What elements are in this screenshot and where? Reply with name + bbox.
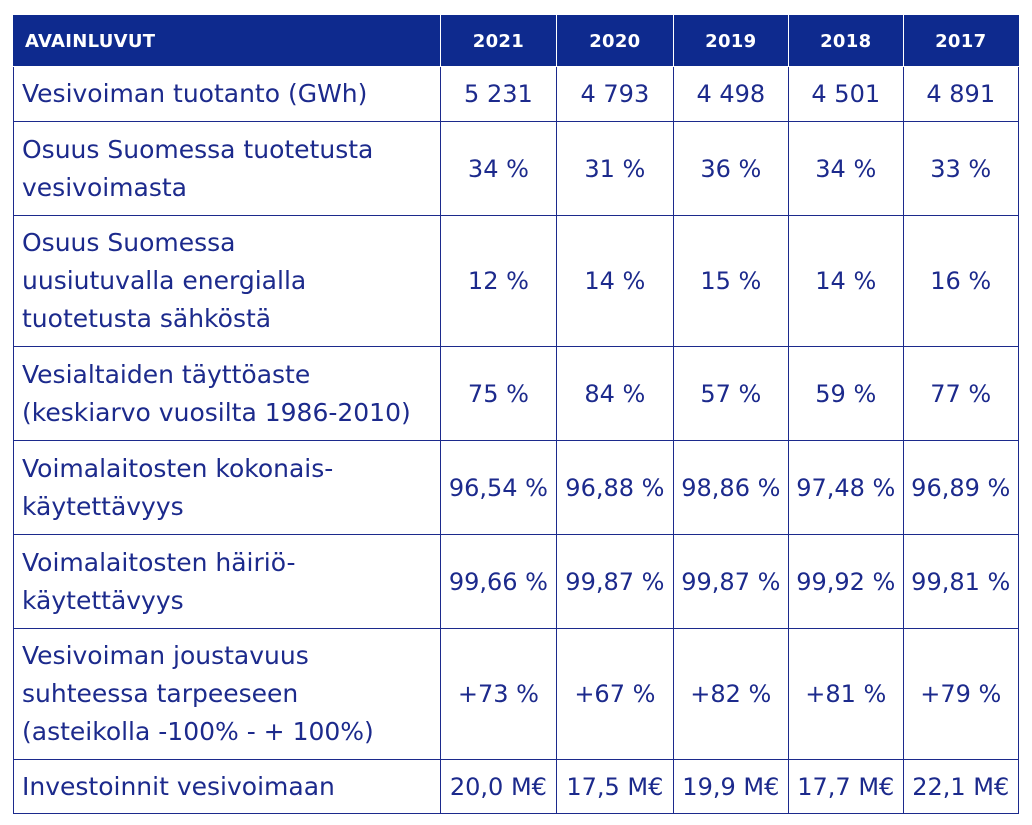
row-label-line: Vesivoiman tuotanto (GWh) bbox=[22, 79, 368, 108]
cell-value: +73 % bbox=[439, 628, 558, 760]
table-row: Vesialtaiden täyttöaste (keskiarvo vuosi… bbox=[13, 346, 1019, 441]
header-year: 2017 bbox=[902, 15, 1019, 67]
cell-value: 17,5 M€ bbox=[556, 759, 674, 814]
row-label-line: suhteessa tarpeeseen bbox=[22, 679, 299, 708]
cell-value: 22,1 M€ bbox=[902, 759, 1019, 814]
header-year: 2021 bbox=[439, 15, 558, 67]
row-label: Vesialtaiden täyttöaste (keskiarvo vuosi… bbox=[13, 346, 441, 441]
cell-value: 36 % bbox=[672, 121, 790, 216]
cell-value: 31 % bbox=[556, 121, 674, 216]
table-row: Osuus Suomessa uusiutuvalla energialla t… bbox=[13, 215, 1019, 347]
cell-value: 14 % bbox=[556, 215, 674, 347]
cell-value: 98,86 % bbox=[672, 440, 790, 535]
cell-value: 99,87 % bbox=[556, 534, 674, 629]
cell-value: 97,48 % bbox=[788, 440, 904, 535]
cell-value: 84 % bbox=[556, 346, 674, 441]
cell-value: 34 % bbox=[788, 121, 904, 216]
cell-value: 12 % bbox=[439, 215, 558, 347]
cell-value: +82 % bbox=[672, 628, 790, 760]
cell-value: 4 501 bbox=[788, 66, 904, 122]
row-label-line: käytettävyys bbox=[22, 491, 184, 521]
cell-value: 4 498 bbox=[672, 66, 790, 122]
key-figures-table: AVAINLUVUT 2021 2020 2019 2018 2017 Vesi… bbox=[13, 15, 1019, 814]
cell-value: 99,92 % bbox=[788, 534, 904, 629]
cell-value: 99,81 % bbox=[902, 534, 1019, 629]
row-label: Voimalaitosten kokonais- käytettävyys bbox=[13, 440, 441, 535]
row-label: Osuus Suomessa tuotetusta vesivoimasta bbox=[13, 121, 441, 216]
cell-value: 77 % bbox=[902, 346, 1019, 441]
cell-value: 5 231 bbox=[439, 66, 558, 122]
row-label-line: (asteikolla -100% - + 100%) bbox=[22, 717, 374, 746]
cell-value: 99,66 % bbox=[439, 534, 558, 629]
row-label-line: käytettävyys bbox=[22, 585, 184, 615]
row-label-line: Osuus Suomessa tuotetusta bbox=[22, 134, 374, 164]
cell-value: 34 % bbox=[439, 121, 558, 216]
row-label: Investoinnit vesivoimaan bbox=[13, 759, 441, 814]
cell-value: +79 % bbox=[902, 628, 1019, 760]
cell-value: 20,0 M€ bbox=[439, 759, 558, 814]
header-label: AVAINLUVUT bbox=[13, 15, 441, 67]
cell-value: 33 % bbox=[902, 121, 1019, 216]
cell-value: 99,87 % bbox=[672, 534, 790, 629]
row-label-line: Investoinnit vesivoimaan bbox=[22, 771, 335, 801]
row-label: Osuus Suomessa uusiutuvalla energialla t… bbox=[13, 215, 441, 347]
cell-value: 96,88 % bbox=[556, 440, 674, 535]
table-row: Voimalaitosten kokonais- käytettävyys 96… bbox=[13, 440, 1019, 535]
row-label-line: Voimalaitosten häiriö- bbox=[22, 547, 296, 577]
row-label-line: Osuus Suomessa bbox=[22, 228, 236, 257]
row-label-line: Vesialtaiden täyttöaste bbox=[22, 359, 311, 389]
row-label-line: Vesivoiman joustavuus bbox=[22, 641, 309, 670]
cell-value: +81 % bbox=[788, 628, 904, 760]
table-row: Vesivoiman joustavuus suhteessa tarpeese… bbox=[13, 628, 1019, 760]
cell-value: 16 % bbox=[902, 215, 1019, 347]
row-label-line: Voimalaitosten kokonais- bbox=[22, 453, 334, 483]
row-label: Vesivoiman tuotanto (GWh) bbox=[13, 66, 441, 122]
row-label: Vesivoiman joustavuus suhteessa tarpeese… bbox=[13, 628, 441, 760]
cell-value: 75 % bbox=[439, 346, 558, 441]
cell-value: +67 % bbox=[556, 628, 674, 760]
cell-value: 57 % bbox=[672, 346, 790, 441]
cell-value: 4 891 bbox=[902, 66, 1019, 122]
table-row: Vesivoiman tuotanto (GWh) 5 231 4 793 4 … bbox=[13, 66, 1019, 122]
table-row: Voimalaitosten häiriö- käytettävyys 99,6… bbox=[13, 534, 1019, 629]
cell-value: 19,9 M€ bbox=[672, 759, 790, 814]
cell-value: 96,54 % bbox=[439, 440, 558, 535]
cell-value: 59 % bbox=[788, 346, 904, 441]
cell-value: 17,7 M€ bbox=[788, 759, 904, 814]
row-label-line: tuotetusta sähköstä bbox=[22, 304, 272, 333]
header-year: 2019 bbox=[672, 15, 790, 67]
table-row: Osuus Suomessa tuotetusta vesivoimasta 3… bbox=[13, 121, 1019, 216]
header-year: 2018 bbox=[788, 15, 904, 67]
header-year: 2020 bbox=[556, 15, 674, 67]
cell-value: 96,89 % bbox=[902, 440, 1019, 535]
row-label-line: vesivoimasta bbox=[22, 172, 188, 202]
row-label: Voimalaitosten häiriö- käytettävyys bbox=[13, 534, 441, 629]
cell-value: 4 793 bbox=[556, 66, 674, 122]
row-label-line: uusiutuvalla energialla bbox=[22, 266, 307, 295]
table-row: Investoinnit vesivoimaan 20,0 M€ 17,5 M€… bbox=[13, 759, 1019, 814]
row-label-line: (keskiarvo vuosilta 1986-2010) bbox=[22, 397, 411, 427]
cell-value: 15 % bbox=[672, 215, 790, 347]
table-header-row: AVAINLUVUT 2021 2020 2019 2018 2017 bbox=[13, 15, 1019, 67]
cell-value: 14 % bbox=[788, 215, 904, 347]
